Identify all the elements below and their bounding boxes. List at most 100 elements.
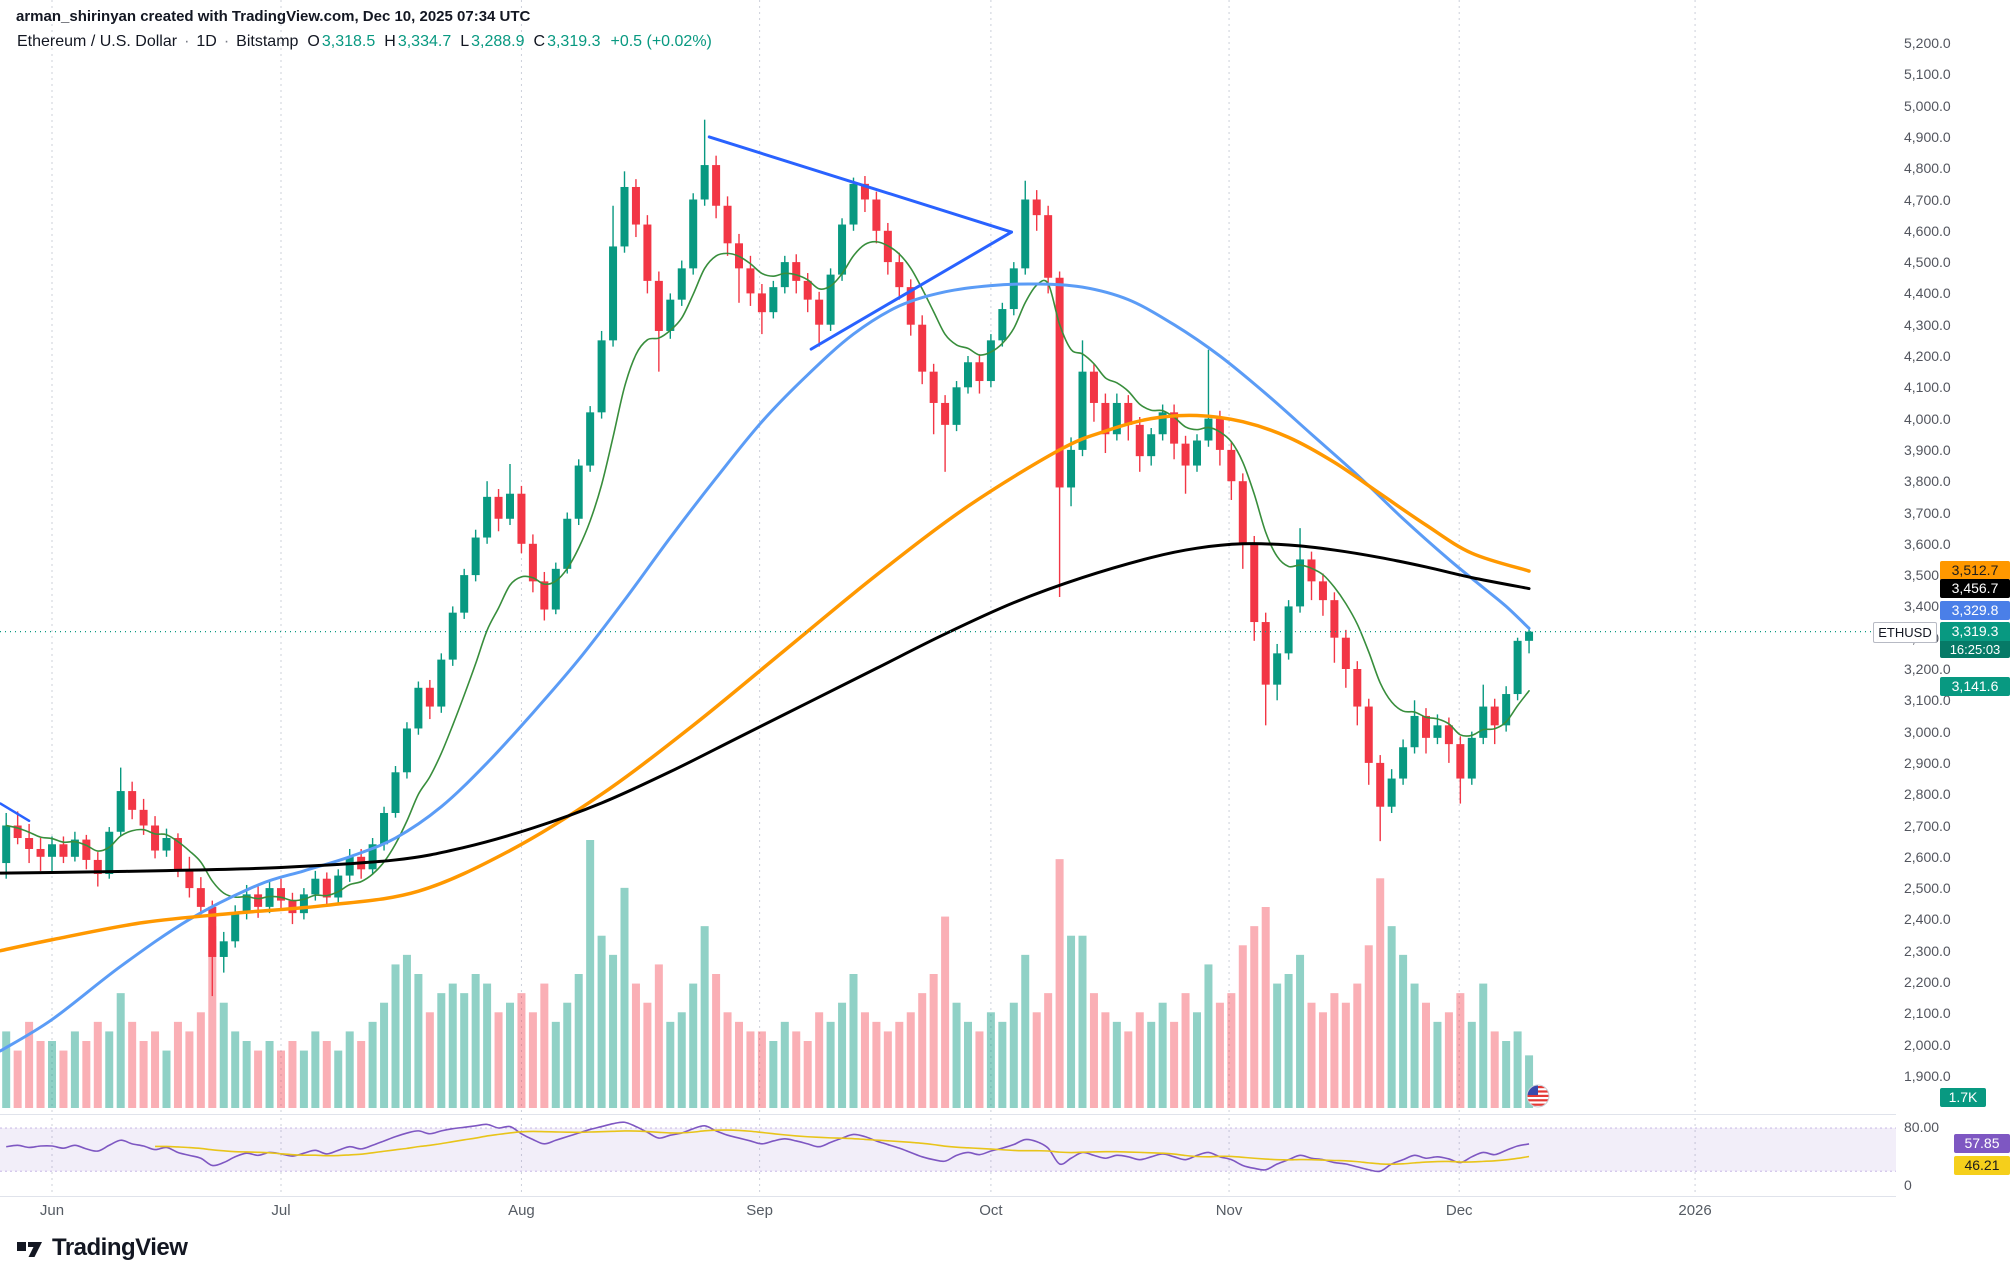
candle-body[interactable]	[391, 772, 400, 813]
volume-bar[interactable]	[345, 1031, 354, 1108]
volume-bar[interactable]	[36, 1041, 45, 1108]
candle-body[interactable]	[471, 537, 480, 576]
candle-body[interactable]	[1399, 747, 1408, 779]
volume-bar[interactable]	[895, 1021, 904, 1108]
candle-body[interactable]	[1238, 481, 1247, 544]
volume-bar[interactable]	[1044, 993, 1053, 1108]
candle-body[interactable]	[93, 859, 102, 875]
candle-body[interactable]	[609, 246, 618, 341]
volume-bar[interactable]	[116, 993, 125, 1108]
candle-body[interactable]	[1387, 778, 1396, 807]
candle-body[interactable]	[48, 844, 56, 857]
candle-body[interactable]	[1296, 559, 1305, 607]
volume-bar[interactable]	[460, 993, 469, 1108]
symbol-legend[interactable]: Ethereum / U.S. Dollar · 1D · Bitstamp O…	[17, 33, 712, 51]
volume-bar[interactable]	[735, 1021, 743, 1108]
candle-body[interactable]	[506, 493, 514, 519]
interval-label[interactable]: 1D	[196, 33, 217, 50]
candle-body[interactable]	[116, 791, 125, 832]
volume-bar[interactable]	[299, 1050, 308, 1108]
volume-bar[interactable]	[769, 1041, 778, 1108]
candle-body[interactable]	[1479, 706, 1488, 738]
candle-body[interactable]	[964, 362, 972, 388]
volume-bar[interactable]	[528, 1012, 537, 1108]
volume-bar[interactable]	[815, 1012, 824, 1108]
volume-bar[interactable]	[242, 1041, 251, 1108]
volume-bar[interactable]	[620, 887, 629, 1108]
volume-bar[interactable]	[151, 1031, 160, 1108]
price-axis[interactable]: 1,900.0 2,000.0 2,100.0 2,200.0 2,300.0 2,400…	[1873, 0, 2014, 1269]
volume-bar[interactable]	[231, 1031, 240, 1108]
volume-bar[interactable]	[1433, 1021, 1442, 1108]
volume-bar[interactable]	[780, 1021, 789, 1108]
volume-bar[interactable]	[929, 974, 938, 1108]
volume-bar[interactable]	[712, 974, 721, 1108]
candle-body[interactable]	[1261, 622, 1270, 685]
volume-bar[interactable]	[277, 1050, 285, 1108]
candle-body[interactable]	[70, 839, 79, 857]
candle-body[interactable]	[952, 387, 961, 425]
volume-bar[interactable]	[82, 1041, 91, 1108]
volume-bar[interactable]	[540, 983, 549, 1108]
volume-bar[interactable]	[838, 1002, 847, 1108]
candle-body[interactable]	[1513, 640, 1522, 695]
volume-bar[interactable]	[803, 1041, 812, 1108]
volume-bar[interactable]	[1353, 983, 1362, 1108]
candle-body[interactable]	[998, 309, 1007, 341]
candle-body[interactable]	[574, 465, 583, 519]
ma-line-ema9[interactable]	[5, 240, 1530, 902]
candle-body[interactable]	[173, 838, 182, 870]
candle-body[interactable]	[1135, 424, 1144, 457]
candle-body[interactable]	[368, 844, 377, 870]
volume-bar[interactable]	[391, 964, 400, 1108]
trendline-drawing[interactable]	[0, 802, 31, 823]
candle-body[interactable]	[1456, 744, 1465, 779]
volume-bar[interactable]	[1021, 954, 1030, 1108]
candle-body[interactable]	[815, 299, 824, 325]
volume-bar[interactable]	[471, 974, 480, 1108]
volume-bar[interactable]	[1376, 878, 1385, 1108]
pane-separator[interactable]	[0, 1114, 2014, 1115]
candle-body[interactable]	[906, 287, 915, 325]
candle-body[interactable]	[2, 825, 11, 864]
candle-body[interactable]	[1444, 725, 1453, 745]
volume-bar[interactable]	[906, 1012, 915, 1108]
candle-body[interactable]	[1089, 371, 1098, 403]
ma-line-sma50[interactable]	[0, 282, 1531, 1053]
volume-bar[interactable]	[1273, 983, 1282, 1108]
candle-body[interactable]	[654, 280, 663, 331]
volume-bar[interactable]	[677, 1012, 686, 1108]
volume-bar[interactable]	[918, 993, 927, 1108]
candle-body[interactable]	[299, 894, 308, 914]
candle-body[interactable]	[975, 362, 984, 382]
candle-body[interactable]	[460, 575, 469, 613]
volume-bar[interactable]	[1399, 954, 1408, 1108]
volume-bar[interactable]	[1215, 1002, 1224, 1108]
volume-bar[interactable]	[1181, 993, 1190, 1108]
volume-bar[interactable]	[357, 1041, 366, 1108]
candle-body[interactable]	[1101, 402, 1110, 435]
volume-bar[interactable]	[1422, 1002, 1430, 1108]
volume-bar[interactable]	[563, 1002, 572, 1108]
candle-body[interactable]	[986, 340, 995, 382]
volume-bar[interactable]	[1158, 1002, 1167, 1108]
volume-bar[interactable]	[1341, 1002, 1350, 1108]
volume-bar[interactable]	[414, 974, 423, 1108]
candle-body[interactable]	[82, 839, 91, 860]
candle-body[interactable]	[1044, 215, 1053, 278]
candle-body[interactable]	[1422, 715, 1430, 738]
candle-body[interactable]	[689, 199, 698, 269]
volume-bar[interactable]	[311, 1031, 320, 1108]
candle-body[interactable]	[620, 186, 629, 247]
candle-body[interactable]	[1525, 631, 1534, 641]
volume-bar[interactable]	[700, 926, 709, 1108]
volume-bar[interactable]	[254, 1050, 263, 1108]
oscillator-pane[interactable]	[0, 1118, 1896, 1194]
candle-body[interactable]	[494, 496, 503, 519]
price-pane[interactable]	[0, 0, 1896, 1112]
volume-bar[interactable]	[986, 1012, 995, 1108]
volume-bar[interactable]	[139, 1041, 148, 1108]
candle-body[interactable]	[1490, 706, 1499, 726]
tradingview-logo[interactable]: TradingView	[16, 1234, 188, 1262]
volume-bar[interactable]	[998, 1021, 1007, 1108]
